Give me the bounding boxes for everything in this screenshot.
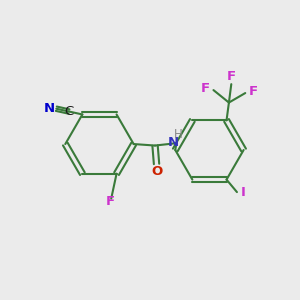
Text: H: H	[174, 128, 182, 141]
Text: F: F	[227, 70, 236, 83]
Text: C: C	[64, 105, 74, 118]
Text: O: O	[151, 165, 162, 178]
Text: N: N	[167, 136, 178, 149]
Text: F: F	[201, 82, 210, 95]
Text: N: N	[44, 102, 55, 115]
Text: F: F	[106, 194, 115, 208]
Text: F: F	[249, 85, 258, 98]
Text: I: I	[241, 186, 246, 199]
